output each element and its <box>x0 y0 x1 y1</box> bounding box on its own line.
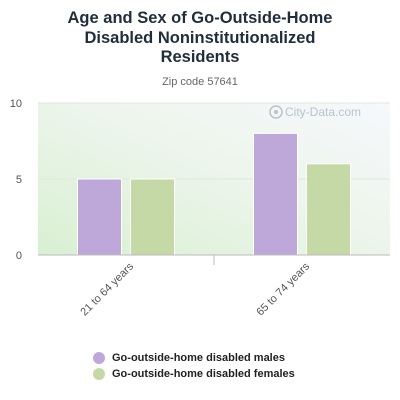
chart-title: Age and Sex of Go-Outside-Home Disabled … <box>67 9 333 66</box>
legend-label: Go-outside-home disabled males <box>112 352 285 364</box>
y-tick-label: 10 <box>10 98 22 110</box>
legend-swatch <box>93 352 105 364</box>
bar-21-to-64-years-females <box>130 178 175 256</box>
x-tick-label: 65 to 74 years <box>254 260 312 318</box>
bar-21-to-64-years-males <box>77 178 122 256</box>
bar-65-to-74-years-females <box>306 163 351 256</box>
watermark-text: City-Data.com <box>285 105 361 119</box>
bar-65-to-74-years-males <box>253 132 298 256</box>
legend-label: Go-outside-home disabled females <box>112 368 295 380</box>
legend-swatch <box>93 368 105 380</box>
legend-item: Go-outside-home disabled males <box>93 350 295 366</box>
y-tick-label: 5 <box>16 174 22 186</box>
x-tick-label: 21 to 64 years <box>78 260 136 318</box>
y-tick-label: 0 <box>16 250 22 262</box>
chart-subtitle: Zip code 57641 <box>162 76 238 88</box>
legend-item: Go-outside-home disabled females <box>93 366 295 382</box>
watermark: City-Data.com <box>269 105 361 119</box>
legend: Go-outside-home disabled males Go-outside… <box>93 350 295 382</box>
